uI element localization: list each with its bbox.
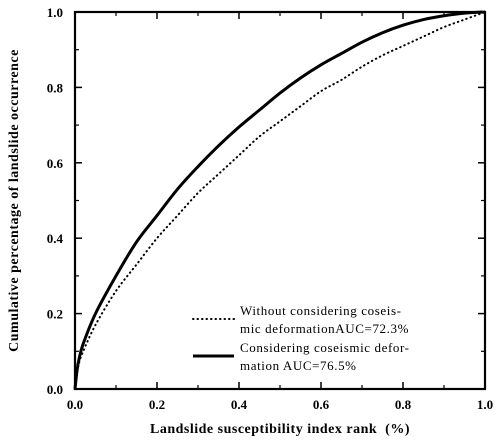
x-tick-label: 1.0 bbox=[477, 397, 493, 412]
x-tick-label: 0.4 bbox=[231, 397, 248, 412]
y-tick-label: 0.0 bbox=[47, 382, 63, 397]
x-tick-label: 0.2 bbox=[149, 397, 165, 412]
plot-frame bbox=[73, 10, 487, 391]
legend-label-without-line1: Without considering coseis- bbox=[240, 303, 402, 318]
y-tick-label: 1.0 bbox=[47, 5, 63, 20]
tick-labels: 0.0 0.2 0.4 0.6 0.8 1.0 0.0 0.2 0.4 0.6 0.8 1.0 bbox=[47, 5, 493, 412]
series-line-considering-coseismic bbox=[73, 10, 486, 390]
legend-label-without-line2: mic deformationAUC=72.3% bbox=[240, 321, 409, 336]
y-axis-title: Cumulative percentage of landslide occur… bbox=[7, 49, 22, 352]
x-tick-label: 0.0 bbox=[67, 397, 83, 412]
y-tick-label: 0.4 bbox=[47, 231, 64, 246]
legend-label-considering-line2: mation AUC=76.5% bbox=[240, 358, 357, 373]
y-tick-label: 0.2 bbox=[47, 307, 63, 322]
x-axis-title: Landslide susceptibility index rank (%) bbox=[150, 422, 410, 437]
y-tick-label: 0.8 bbox=[47, 80, 64, 95]
legend-label-considering-line1: Considering coseismic defor- bbox=[240, 340, 410, 355]
legend: Without considering coseis- mic deformat… bbox=[192, 303, 410, 373]
x-tick-label: 0.6 bbox=[313, 397, 330, 412]
x-tick-label: 0.8 bbox=[395, 397, 412, 412]
curves bbox=[73, 10, 486, 390]
y-tick-label: 0.6 bbox=[47, 156, 64, 171]
series-line-without-coseismic bbox=[74, 11, 486, 390]
